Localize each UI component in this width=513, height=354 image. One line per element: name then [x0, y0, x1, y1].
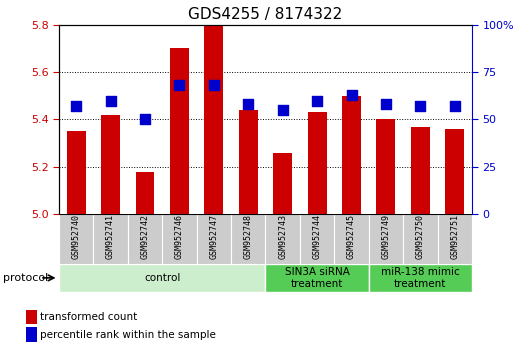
Bar — [403, 214, 438, 264]
Bar — [369, 214, 403, 264]
Bar — [308, 112, 327, 214]
Bar — [239, 110, 258, 214]
Bar — [67, 131, 86, 214]
Point — [382, 102, 390, 107]
Text: SIN3A siRNA
treatment: SIN3A siRNA treatment — [285, 267, 349, 289]
Bar — [128, 214, 162, 264]
Text: GSM952741: GSM952741 — [106, 214, 115, 259]
Bar — [93, 214, 128, 264]
Bar — [101, 115, 120, 214]
Text: protocol: protocol — [3, 273, 48, 283]
Text: GSM952746: GSM952746 — [175, 214, 184, 259]
Bar — [196, 214, 231, 264]
Text: percentile rank within the sample: percentile rank within the sample — [40, 330, 216, 339]
Bar — [59, 214, 93, 264]
Point — [279, 107, 287, 113]
Bar — [300, 214, 334, 264]
Text: GSM952749: GSM952749 — [382, 214, 390, 259]
Bar — [411, 127, 430, 214]
Text: miR-138 mimic
treatment: miR-138 mimic treatment — [381, 267, 460, 289]
Bar — [59, 264, 266, 292]
Point — [416, 103, 424, 109]
Text: GSM952750: GSM952750 — [416, 214, 425, 259]
Text: control: control — [144, 273, 181, 283]
Bar — [204, 25, 223, 214]
Bar — [377, 119, 396, 214]
Bar — [265, 214, 300, 264]
Bar — [445, 129, 464, 214]
Point — [313, 98, 321, 103]
Bar — [231, 214, 266, 264]
Point — [72, 103, 81, 109]
Text: GSM952743: GSM952743 — [278, 214, 287, 259]
Bar — [369, 264, 472, 292]
Text: GSM952748: GSM952748 — [244, 214, 253, 259]
Point — [175, 82, 184, 88]
Bar — [135, 172, 154, 214]
Point — [141, 116, 149, 122]
Text: GSM952751: GSM952751 — [450, 214, 459, 259]
Point — [347, 92, 356, 98]
Bar — [342, 96, 361, 214]
Bar — [273, 153, 292, 214]
Point — [210, 82, 218, 88]
Text: GSM952747: GSM952747 — [209, 214, 219, 259]
Bar — [162, 214, 196, 264]
Point — [450, 103, 459, 109]
Bar — [334, 214, 369, 264]
Text: GSM952740: GSM952740 — [72, 214, 81, 259]
Bar — [265, 264, 369, 292]
Point — [244, 102, 252, 107]
Text: GSM952742: GSM952742 — [141, 214, 149, 259]
Text: GSM952745: GSM952745 — [347, 214, 356, 259]
Bar — [170, 48, 189, 214]
Point — [107, 98, 115, 103]
Title: GDS4255 / 8174322: GDS4255 / 8174322 — [188, 7, 343, 22]
Text: transformed count: transformed count — [40, 312, 137, 322]
Text: GSM952744: GSM952744 — [312, 214, 322, 259]
Bar — [438, 214, 472, 264]
